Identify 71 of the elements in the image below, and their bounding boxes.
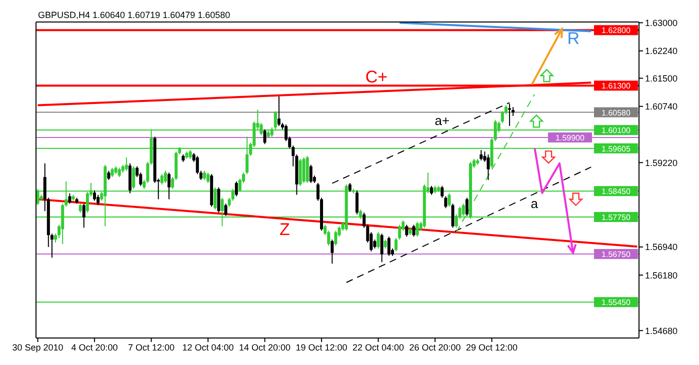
candlestick <box>82 203 86 228</box>
candlestick <box>398 224 402 240</box>
candlestick <box>160 174 164 185</box>
candlestick <box>118 167 121 178</box>
series-label: a+ <box>434 112 450 128</box>
candlestick <box>486 154 490 180</box>
candlestick <box>206 172 210 184</box>
y-tick-label: 1.60740 <box>645 102 678 112</box>
candlestick <box>110 167 114 178</box>
candlestick <box>224 203 228 216</box>
series-label: a <box>530 196 539 212</box>
candlestick <box>302 156 306 184</box>
candlestick <box>376 232 380 249</box>
y-tick-label: 1.62240 <box>645 46 678 56</box>
candlestick <box>277 96 280 126</box>
x-tick-label: 14 Oct 20:00 <box>239 342 291 352</box>
x-tick-label: 19 Oct 12:00 <box>296 342 348 352</box>
candlestick <box>448 192 451 208</box>
candlestick <box>96 194 100 206</box>
candlestick <box>412 224 416 238</box>
ref-line-label: 1.55450 <box>602 298 632 308</box>
ref-line-label: 1.60580 <box>602 108 632 118</box>
x-tick-label: 26 Oct 20:00 <box>409 342 461 352</box>
candlestick <box>394 238 398 252</box>
y-tick-label: 1.56180 <box>645 270 678 280</box>
candlestick <box>465 197 468 216</box>
candlestick <box>107 170 110 180</box>
ref-line-label: 1.61300 <box>602 82 632 91</box>
y-tick-label: 1.59220 <box>645 158 678 168</box>
candlestick <box>380 233 384 263</box>
x-tick-label: 30 Sep 2010 <box>12 342 64 352</box>
candlestick <box>263 128 266 145</box>
ref-line-label: 1.62800 <box>602 26 632 36</box>
candlestick <box>124 156 128 172</box>
ref-line-label: 1.60100 <box>602 126 632 136</box>
chart-title: GBPUSD,H4 1.60640 1.60719 1.60479 1.60580 <box>38 10 230 20</box>
y-tick-label: 1.56940 <box>645 242 678 252</box>
candlestick <box>168 172 171 200</box>
series-label: Z <box>279 220 290 240</box>
ref-line-label: 1.58450 <box>602 187 632 196</box>
candlestick <box>234 180 238 197</box>
candlestick <box>405 224 408 238</box>
candlestick <box>444 196 448 209</box>
candlestick <box>202 170 206 180</box>
ref-line-label: 1.56750 <box>602 250 632 260</box>
candlestick <box>217 186 220 214</box>
candlestick <box>480 150 483 161</box>
x-tick-label: 29 Oct 12:00 <box>466 342 518 352</box>
candlestick <box>164 170 167 184</box>
series-label: C+ <box>365 67 388 86</box>
candlestick <box>68 192 72 204</box>
ref-line-label: 1.59605 <box>602 144 632 154</box>
ref-line-label: 1.57750 <box>602 213 632 222</box>
candlestick <box>93 190 96 202</box>
candlestick <box>387 236 390 256</box>
candlestick <box>334 230 338 246</box>
ref-line-label: 1.59900 <box>556 133 586 142</box>
x-tick-label: 7 Oct 12:00 <box>128 342 175 352</box>
candlestick <box>330 239 334 264</box>
candlestick <box>416 221 419 238</box>
series-label: R <box>567 29 580 48</box>
y-tick-label: 1.61500 <box>645 73 678 84</box>
x-tick-label: 12 Oct 04:00 <box>182 342 234 352</box>
candlestick <box>440 185 444 198</box>
candlestick <box>451 203 454 228</box>
x-tick-label: 4 Oct 20:00 <box>71 342 118 352</box>
candlestick <box>309 164 312 184</box>
x-tick-label: 22 Oct 04:00 <box>352 342 404 352</box>
candlestick <box>356 190 359 215</box>
y-tick-label: 1.54680 <box>645 326 678 336</box>
y-tick-label: 1.63000 <box>645 18 678 28</box>
